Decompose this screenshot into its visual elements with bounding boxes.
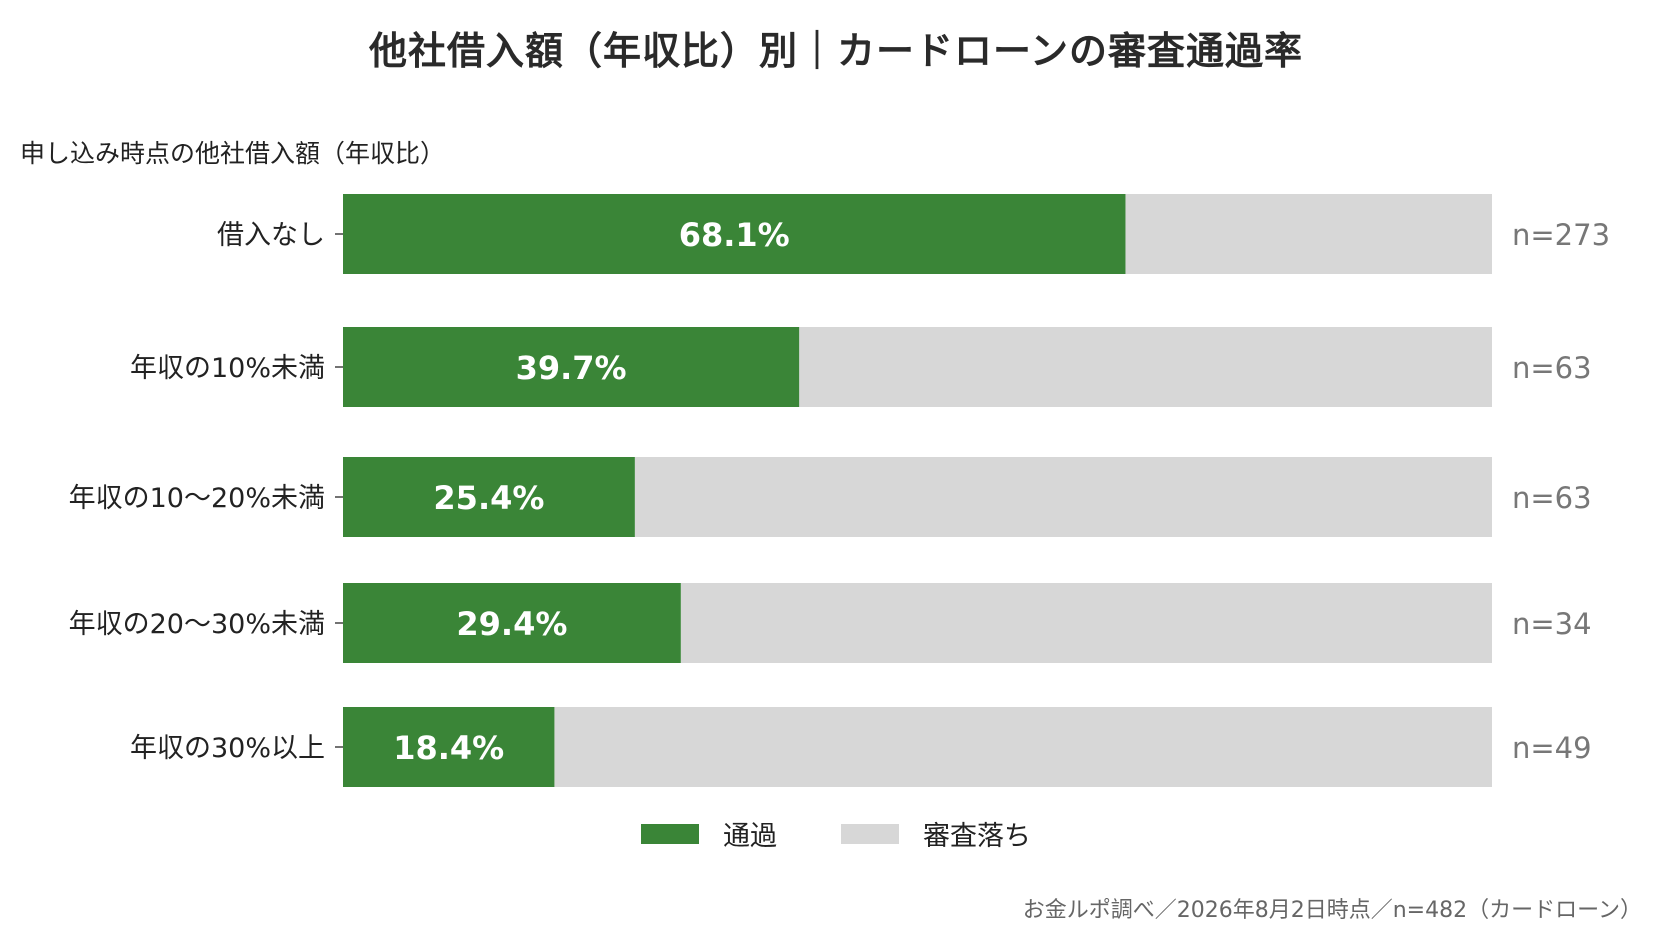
- bar-pass: [343, 457, 635, 537]
- value-label: 68.1%: [679, 216, 790, 254]
- bar-fail: [1125, 194, 1492, 274]
- bar-fail: [554, 707, 1492, 787]
- legend-item-fail: 審査落ち: [841, 814, 1031, 853]
- legend: 通過 審査落ち: [0, 814, 1672, 853]
- bar-fail: [634, 457, 1492, 537]
- legend-label-pass: 通過: [723, 821, 777, 852]
- legend-swatch-pass: [641, 823, 699, 844]
- category-label: 借入なし: [217, 220, 325, 251]
- value-label: 25.4%: [433, 479, 544, 517]
- bar-pass: [343, 194, 1126, 274]
- source-note: お金ルポ調べ／2026年8月2日時点／n=482（カードローン）: [1022, 898, 1642, 923]
- legend-swatch-fail: [841, 823, 899, 844]
- legend-label-fail: 審査落ち: [923, 821, 1031, 852]
- category-label: 年収の10%未満: [130, 353, 325, 384]
- sample-size-label: n=49: [1512, 731, 1592, 765]
- sample-size-label: n=34: [1512, 607, 1592, 641]
- value-label: 18.4%: [393, 729, 504, 767]
- category-label: 年収の10〜20%未満: [69, 483, 325, 514]
- sample-size-label: n=63: [1512, 351, 1592, 385]
- category-label: 年収の30%以上: [130, 733, 325, 764]
- category-label: 年収の20〜30%未満: [69, 609, 325, 640]
- bar-pass: [343, 707, 555, 787]
- bar-fail: [799, 327, 1492, 407]
- value-label: 29.4%: [456, 605, 567, 643]
- value-label: 39.7%: [516, 349, 627, 387]
- chart-title: 他社借入額（年収比）別｜カードローンの審査通過率: [368, 29, 1304, 73]
- bar-fail: [680, 583, 1492, 663]
- y-axis-label: 申し込み時点の他社借入額（年収比）: [20, 139, 446, 168]
- legend-item-pass: 通過: [641, 814, 777, 853]
- sample-size-label: n=63: [1512, 481, 1592, 515]
- bar-pass: [343, 327, 800, 407]
- bar-pass: [343, 583, 681, 663]
- sample-size-label: n=273: [1512, 218, 1610, 252]
